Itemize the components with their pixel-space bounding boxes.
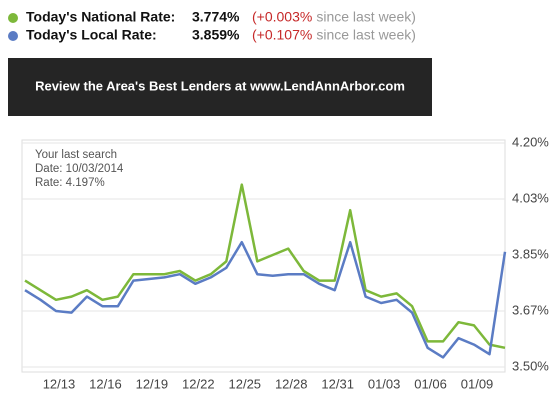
y-tick-label: 3.50% — [512, 358, 549, 373]
annotation: Rate: 4.197% — [35, 177, 105, 189]
x-tick-label: 01/09 — [461, 376, 494, 391]
x-tick-label: 12/31 — [321, 376, 354, 391]
rate-value: 3.774% — [192, 9, 240, 25]
x-tick-label: 01/06 — [414, 376, 447, 391]
x-tick-label: 12/13 — [43, 376, 76, 391]
legend-dot — [8, 31, 18, 41]
y-tick-label: 4.03% — [512, 190, 549, 205]
rate-label: Today's Local Rate: — [26, 27, 157, 43]
x-tick-label: 12/25 — [229, 376, 262, 391]
legend-dot — [8, 13, 18, 23]
x-tick-label: 12/22 — [182, 376, 215, 391]
y-tick-label: 4.20% — [512, 134, 549, 149]
series-line — [24, 183, 506, 350]
banner[interactable] — [8, 58, 432, 116]
rate-change: (+0.107% — [252, 27, 312, 43]
annotation: Your last search — [35, 149, 117, 161]
x-tick-label: 01/03 — [368, 376, 401, 391]
rate-change: (+0.003% — [252, 9, 312, 25]
y-tick-label: 3.85% — [512, 246, 549, 261]
x-tick-label: 12/16 — [89, 376, 122, 391]
x-tick-label: 12/28 — [275, 376, 308, 391]
x-tick-label: 12/19 — [136, 376, 169, 391]
banner-text[interactable]: Review the Area's Best Lenders at www.Le… — [35, 78, 405, 93]
rate-note: since last week) — [316, 9, 416, 25]
rate-label: Today's National Rate: — [26, 9, 175, 25]
rate-note: since last week) — [316, 27, 416, 43]
y-tick-label: 3.67% — [512, 302, 549, 317]
rate-value: 3.859% — [192, 27, 240, 43]
series-line — [24, 240, 507, 359]
annotation: Date: 10/03/2014 — [35, 163, 124, 175]
